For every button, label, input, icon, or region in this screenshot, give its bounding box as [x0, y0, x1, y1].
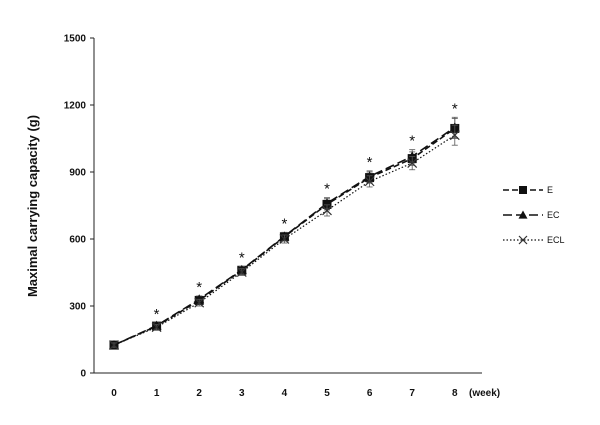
y-tick-label: 1500: [64, 34, 87, 45]
data-point: [109, 340, 119, 351]
data-point: [322, 205, 332, 216]
legend-marker: [518, 210, 528, 219]
significance-marker: *: [409, 133, 415, 150]
significance-marker: *: [239, 249, 245, 266]
significance-marker: *: [367, 154, 373, 171]
data-point: [407, 151, 418, 161]
y-tick-label: 600: [69, 235, 86, 246]
data-point: [151, 322, 162, 333]
x-tick-label: 2: [196, 388, 202, 399]
legend-item-ecl: ECL: [503, 235, 565, 245]
data-point: [407, 158, 418, 168]
x-tick-label: 4: [282, 388, 288, 399]
series-group: [109, 116, 460, 351]
x-axis-unit-label: (week): [469, 388, 500, 399]
data-point: [236, 267, 247, 277]
legend-marker: [518, 235, 528, 245]
marker-stroke: [322, 205, 332, 216]
legend: E EC ECL: [503, 185, 565, 245]
marker-stroke: [407, 158, 418, 168]
series-ecl: [109, 124, 460, 351]
y-tick-label: 900: [69, 168, 86, 179]
data-point: [279, 234, 290, 244]
x-tick-label: 8: [452, 388, 458, 399]
marker-stroke: [279, 234, 290, 244]
marker-stroke: [518, 235, 528, 245]
marker-stroke: [236, 267, 247, 277]
marker-stroke: [364, 176, 375, 187]
y-tick-label: 0: [80, 369, 86, 380]
significance-marker: *: [452, 100, 458, 117]
y-tick-label: 1200: [64, 101, 87, 112]
legend-label: ECL: [547, 235, 565, 245]
legend-label: EC: [547, 210, 560, 220]
axes: [90, 37, 482, 374]
x-tick-label: 0: [111, 388, 117, 399]
significance-marker: *: [281, 215, 287, 232]
x-tick-label: 6: [367, 388, 373, 399]
marker-stroke: [109, 340, 119, 351]
x-tick-label: 1: [154, 388, 160, 399]
series-ec: [109, 116, 460, 350]
legend-item-e: E: [503, 185, 553, 195]
x-tick-label: 7: [409, 388, 415, 399]
data-point: [364, 176, 375, 187]
significance-marker: *: [324, 181, 330, 198]
significance-annotations: * * * * * * * *: [154, 100, 458, 323]
y-tick-label: 300: [69, 302, 86, 313]
data-point: [194, 297, 205, 308]
x-tick-label: 5: [324, 388, 330, 399]
tick-labels: 0 300 600 900 1200 1500 0 1 2 3 4 5 6 7 8: [64, 34, 458, 400]
marker-stroke: [194, 297, 205, 308]
marker-stroke: [151, 322, 162, 333]
y-axis-title: Maximal carrying capacity (g): [25, 115, 40, 297]
legend-marker: [519, 186, 527, 194]
data-point: [449, 130, 460, 141]
legend-label: E: [547, 185, 553, 195]
significance-marker: *: [154, 306, 160, 323]
significance-marker: *: [196, 279, 202, 296]
x-tick-label: 3: [239, 388, 245, 399]
marker-stroke: [449, 130, 460, 141]
legend-item-ec: EC: [503, 210, 560, 220]
